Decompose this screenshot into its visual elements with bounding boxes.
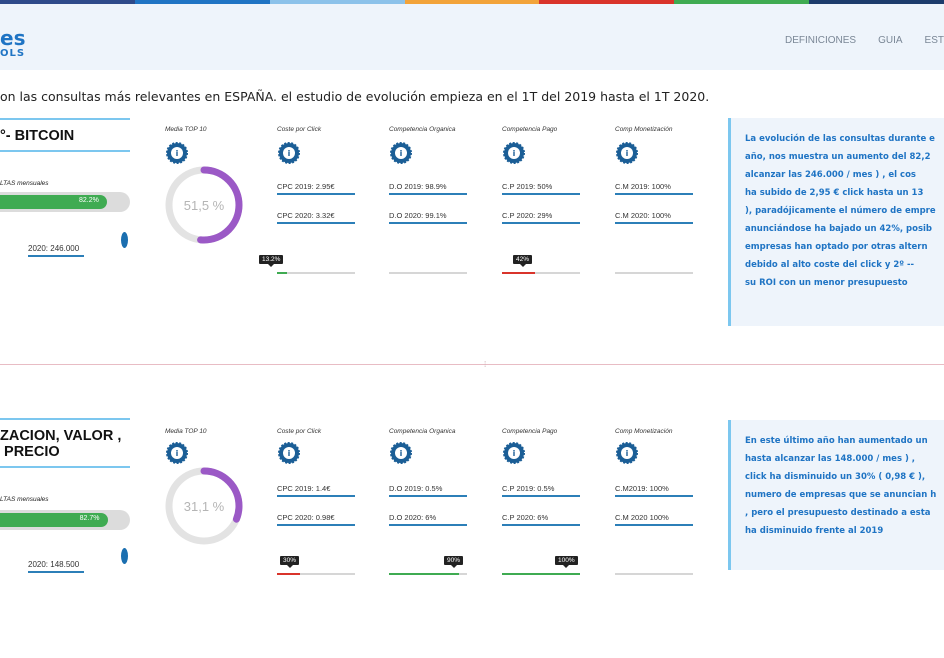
svg-text:i: i: [400, 449, 403, 458]
altas-progress-bar: 82.7%: [0, 510, 130, 530]
col-header-monetizacion: Comp Monetización: [615, 126, 673, 133]
svg-text:i: i: [288, 149, 291, 158]
progress-label: 82.7%: [79, 515, 100, 522]
monetizacion-2020: C.M 2020: 100%: [615, 211, 693, 224]
organica-2020: D.O 2020: 99.1%: [389, 211, 467, 224]
svg-text:i: i: [400, 149, 403, 158]
col-header-pago: Competencia Pago: [502, 428, 558, 435]
donut-arc: [165, 467, 243, 545]
svg-text:i: i: [626, 449, 629, 458]
media-top10-donut: [165, 467, 243, 545]
keyword-title: ZACION, VALOR , PRECIO: [0, 418, 130, 468]
svg-text:i: i: [626, 149, 629, 158]
pago-change-tooltip: 100%: [555, 556, 578, 568]
col-header-monetizacion: Comp Monetización: [615, 428, 673, 435]
col-header-cpc: Coste por Click: [277, 126, 322, 133]
cpc-change-bar: [277, 573, 355, 575]
altas-progress-bar: 82.2%: [0, 192, 130, 212]
cpc-2020: CPC 2020: 0.98€: [277, 513, 355, 526]
col-header-media: Media TOP 10: [165, 428, 207, 435]
altas-label: LTAS mensuales: [0, 496, 49, 503]
nav-est[interactable]: EST: [924, 35, 944, 46]
donut-arc: [165, 166, 243, 244]
nav-definiciones[interactable]: DEFINICIONES: [784, 35, 857, 46]
col-header-cpc: Coste por Click: [277, 428, 322, 435]
monetizacion-2020: C.M 2020 100%: [615, 513, 693, 526]
info-gear-icon[interactable]: i: [278, 142, 300, 164]
info-gear-icon[interactable]: i: [390, 142, 412, 164]
donut-value: 31,1 %: [183, 499, 225, 514]
svg-text:i: i: [176, 149, 179, 158]
svg-text:i: i: [176, 449, 179, 458]
header-bar: es OLS DEFINICIONES GUIA EST: [0, 4, 944, 70]
mouse-icon: [121, 548, 128, 564]
monetizacion-2019: C.M2019: 100%: [615, 484, 693, 497]
svg-text:i: i: [513, 149, 516, 158]
cpc-change-tooltip: 30%: [280, 556, 300, 568]
keyword-section: ZACION, VALOR , PRECIO LTAS mensuales 82…: [0, 418, 944, 658]
svg-text:i: i: [288, 449, 291, 458]
svg-text:i: i: [513, 449, 516, 458]
divider-ornament: ⁞: [484, 360, 487, 369]
col-header-pago: Competencia Pago: [502, 126, 558, 133]
cpc-change-bar: [277, 272, 355, 274]
pago-2020: C.P 2020: 6%: [502, 513, 580, 526]
cpc-change-tooltip: 13.2%: [259, 255, 284, 267]
monetizacion-change-bar: [615, 272, 693, 274]
pago-2019: C.P 2019: 0.5%: [502, 484, 580, 497]
info-gear-icon[interactable]: i: [616, 142, 638, 164]
media-top10-donut: [165, 166, 243, 244]
col-header-organica: Competencia Organica: [389, 126, 456, 133]
altas-2020-value: 2020: 246.000: [28, 244, 84, 257]
pago-2019: C.P 2019: 50%: [502, 182, 580, 195]
info-gear-icon[interactable]: i: [278, 442, 300, 464]
cpc-2019: CPC 2019: 2.95€: [277, 182, 355, 195]
info-gear-icon[interactable]: i: [503, 142, 525, 164]
pago-change-tooltip: 42%: [513, 255, 533, 267]
organica-2019: D.O 2019: 0.5%: [389, 484, 467, 497]
intro-text: on las consultas más relevantes en ESPAÑ…: [0, 89, 710, 104]
pago-change-bar: [502, 272, 580, 274]
pago-2020: C.P 2020: 29%: [502, 211, 580, 224]
keyword-section: °- BITCOIN LTAS mensuales 82.2% 2020: 24…: [0, 118, 944, 358]
mouse-icon: [121, 232, 128, 248]
analysis-box: En este último año han aumentado un hasta…: [728, 420, 944, 570]
col-header-organica: Competencia Organica: [389, 428, 456, 435]
info-gear-icon[interactable]: i: [390, 442, 412, 464]
cpc-2019: CPC 2019: 1.4€: [277, 484, 355, 497]
organica-2019: D.O 2019: 98.9%: [389, 182, 467, 195]
info-gear-icon[interactable]: i: [166, 142, 188, 164]
main-nav: DEFINICIONES GUIA EST: [785, 35, 944, 46]
info-gear-icon[interactable]: i: [503, 442, 525, 464]
nav-guia[interactable]: GUIA: [878, 35, 903, 46]
pago-change-bar: [502, 573, 580, 575]
top-color-stripe: [0, 0, 944, 4]
progress-fill: 82.2%: [0, 195, 107, 209]
info-gear-icon[interactable]: i: [616, 442, 638, 464]
section-divider: [0, 364, 944, 365]
progress-label: 82.2%: [79, 197, 99, 204]
info-gear-icon[interactable]: i: [166, 442, 188, 464]
site-logo[interactable]: es OLS: [0, 26, 26, 59]
altas-label: LTAS mensuales: [0, 180, 49, 187]
organica-change-bar: [389, 272, 467, 274]
progress-fill: 82.7%: [0, 513, 108, 527]
organica-2020: D.O 2020: 6%: [389, 513, 467, 526]
monetizacion-change-bar: [615, 573, 693, 575]
altas-2020-value: 2020: 148.500: [28, 560, 84, 573]
organica-change-tooltip: 90%: [444, 556, 464, 568]
monetizacion-2019: C.M 2019: 100%: [615, 182, 693, 195]
col-header-media: Media TOP 10: [165, 126, 207, 133]
organica-change-bar: [389, 573, 467, 575]
keyword-title: °- BITCOIN: [0, 118, 130, 152]
donut-value: 51,5 %: [183, 198, 225, 213]
cpc-2020: CPC 2020: 3.32€: [277, 211, 355, 224]
